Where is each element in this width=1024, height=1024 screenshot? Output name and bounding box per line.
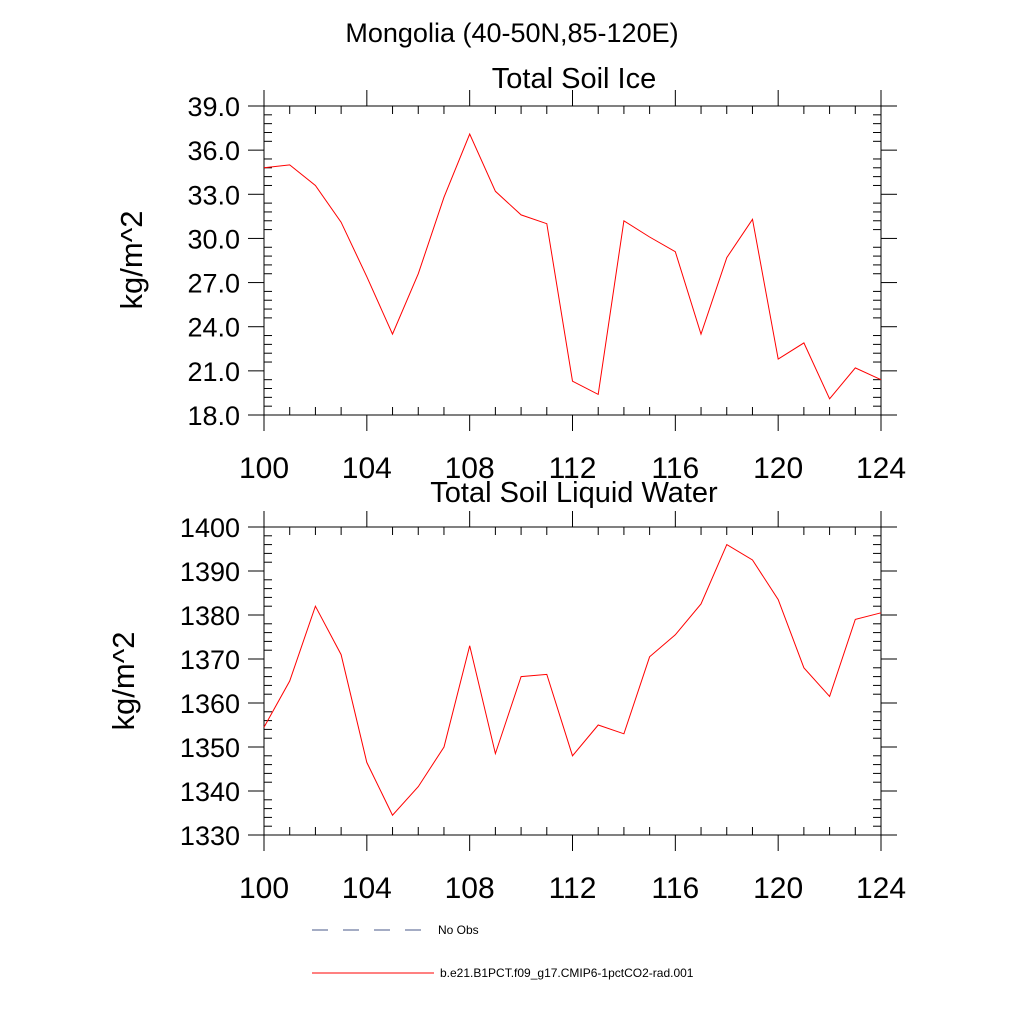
y-tick-label: 1390 <box>180 557 240 587</box>
panel-total-soil-ice: Total Soil Ice kg/m^2 18.0 21.0 24.0 27.0 30… <box>114 63 906 485</box>
y-tick-label: 1380 <box>180 601 240 631</box>
legend: No Obs b.e21.B1PCT.f09_g17.CMIP6-1pctCO2… <box>312 923 694 980</box>
x-tick-label: 108 <box>445 872 495 905</box>
y-tick-label: 1330 <box>180 821 240 851</box>
y-tick-label: 33.0 <box>187 180 240 210</box>
y-axis-label-total-soil-liquid-water: kg/m^2 <box>106 632 141 731</box>
x-tick-labels-total-soil-ice: 100 104 108 112 116 120 124 <box>239 452 906 485</box>
y-tick-labels-total-soil-ice: 18.0 21.0 24.0 27.0 30.0 33.0 36.0 39.0 <box>187 92 240 431</box>
series-group-total-soil-liquid-water <box>263 543 882 817</box>
y-tick-label: 39.0 <box>187 92 240 122</box>
y-tick-label: 27.0 <box>187 269 240 299</box>
y-tick-label: 24.0 <box>187 313 240 343</box>
x-tick-labels-total-soil-liquid-water: 100 104 108 112 116 120 124 <box>239 872 906 905</box>
x-tick-label: 116 <box>651 452 699 485</box>
legend-label-no-obs: No Obs <box>438 923 479 937</box>
legend-entry-model-run: b.e21.B1PCT.f09_g17.CMIP6-1pctCO2-rad.00… <box>312 966 694 980</box>
plot-frame-total-soil-ice <box>263 105 882 416</box>
series-line <box>263 543 882 817</box>
plot-frame-total-soil-liquid-water <box>263 526 882 836</box>
x-tick-label: 124 <box>856 452 906 485</box>
y-tick-label: 18.0 <box>187 401 240 431</box>
x-tick-label: 124 <box>856 872 906 905</box>
panel-title-total-soil-ice: Total Soil Ice <box>492 63 656 95</box>
y-tick-label: 1340 <box>180 777 240 807</box>
figure-suptitle: Mongolia (40-50N,85-120E) <box>345 18 678 48</box>
x-tick-label: 100 <box>239 872 289 905</box>
y-axis-label-total-soil-ice: kg/m^2 <box>114 211 149 310</box>
x-tick-label: 108 <box>445 452 495 485</box>
tick-marks-total-soil-ice <box>248 90 897 431</box>
x-tick-label: 112 <box>549 872 597 905</box>
y-tick-label: 1400 <box>180 513 240 543</box>
x-tick-label: 104 <box>342 872 392 905</box>
x-tick-label: 112 <box>549 452 597 485</box>
y-tick-label: 1360 <box>180 689 240 719</box>
legend-entry-no-obs: No Obs <box>312 923 479 937</box>
legend-label-model-run: b.e21.B1PCT.f09_g17.CMIP6-1pctCO2-rad.00… <box>440 966 694 980</box>
series-line <box>263 132 882 400</box>
tick-marks-total-soil-liquid-water <box>248 511 897 851</box>
x-tick-label: 120 <box>753 452 803 485</box>
y-tick-labels-total-soil-liquid-water: 1330 1340 1350 1360 1370 1380 1390 1400 <box>180 513 240 851</box>
y-tick-label: 1350 <box>180 733 240 763</box>
x-tick-label: 116 <box>651 872 699 905</box>
y-tick-label: 30.0 <box>187 224 240 254</box>
y-tick-label: 36.0 <box>187 136 240 166</box>
x-tick-label: 100 <box>239 452 289 485</box>
panel-total-soil-liquid-water: Total Soil Liquid Water kg/m^2 133013401… <box>106 477 906 905</box>
y-tick-label: 1370 <box>180 645 240 675</box>
y-tick-label: 21.0 <box>187 357 240 387</box>
series-group-total-soil-ice <box>263 132 882 400</box>
panel-title-total-soil-liquid-water: Total Soil Liquid Water <box>430 477 718 509</box>
x-tick-label: 104 <box>342 452 392 485</box>
x-tick-label: 120 <box>753 872 803 905</box>
